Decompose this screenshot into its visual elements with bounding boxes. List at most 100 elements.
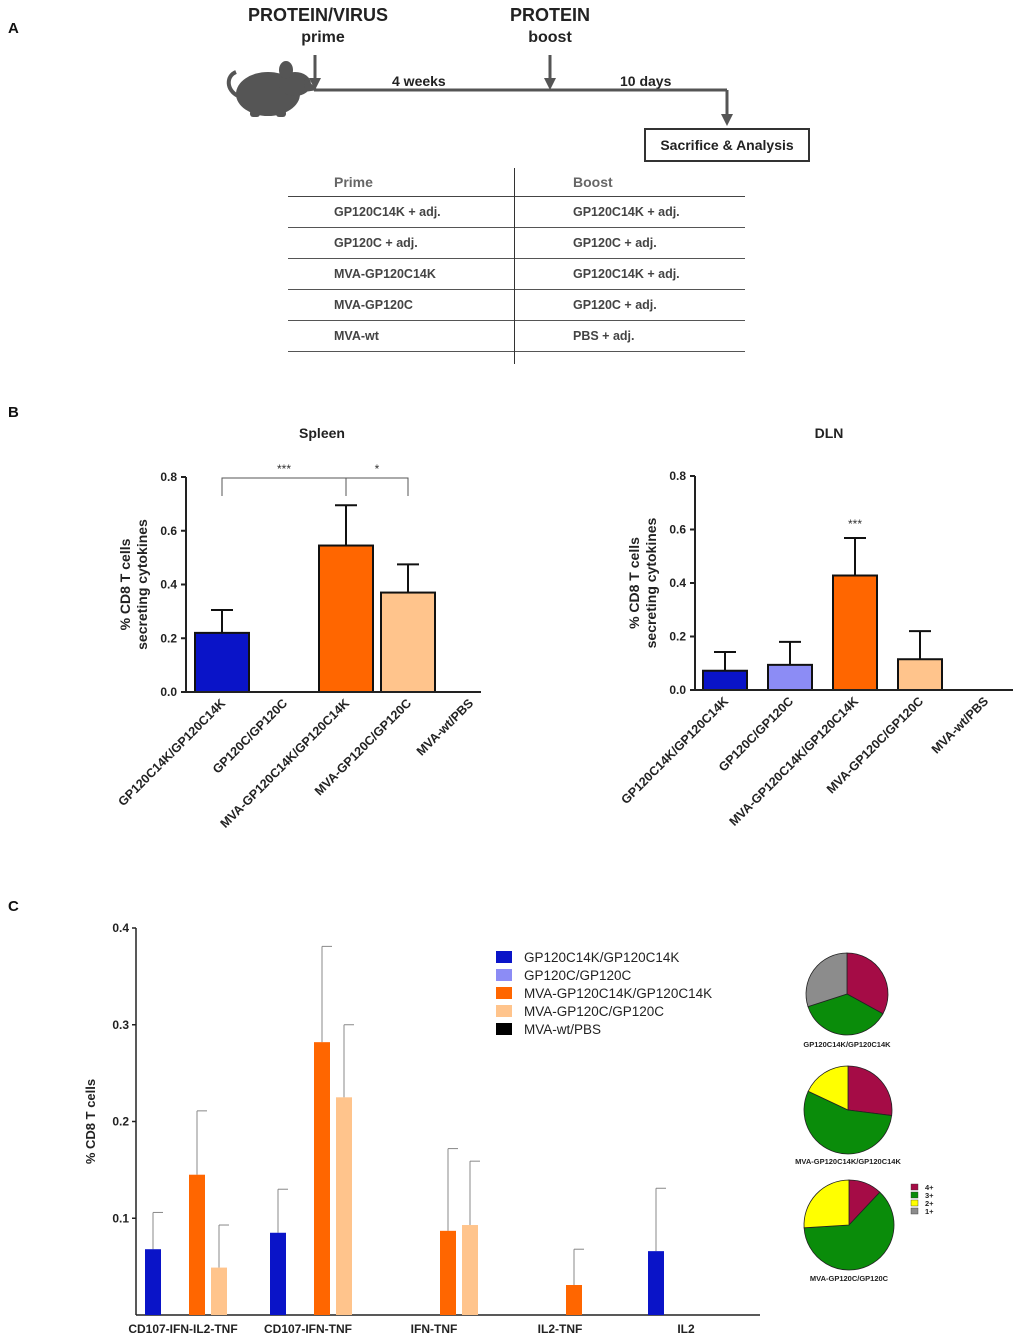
bar bbox=[897, 658, 943, 692]
pie-legend-label: 2+ bbox=[925, 1199, 934, 1208]
pie-legend-swatch bbox=[910, 1191, 919, 1199]
significance-bracket bbox=[345, 477, 409, 496]
interval-four-weeks: 4 weeks bbox=[392, 73, 446, 89]
prime-label: prime bbox=[301, 29, 345, 46]
x-tick-label: GP120C14K/GP120C14K bbox=[619, 694, 732, 807]
table-cell: PBS + adj. bbox=[514, 320, 745, 352]
bar bbox=[336, 1097, 352, 1315]
legend-swatch bbox=[496, 1023, 512, 1035]
table-header-prime: Prime bbox=[334, 174, 373, 190]
legend-swatch bbox=[496, 969, 512, 981]
chart-title: Spleen bbox=[299, 425, 345, 441]
y-tick-label: 0.0 bbox=[160, 685, 177, 699]
y-axis-label: % CD8 T cells bbox=[117, 538, 133, 630]
x-tick-label: MVA-wt/PBS bbox=[414, 696, 476, 758]
pie-slice bbox=[847, 1065, 893, 1116]
table-row: MVA-GP120C14K GP120C14K + adj. bbox=[288, 258, 745, 290]
bar bbox=[566, 1285, 582, 1315]
legend-label: MVA-GP120C/GP120C bbox=[524, 1004, 664, 1019]
legend-label: MVA-GP120C14K/GP120C14K bbox=[524, 986, 712, 1001]
prime-arrow-icon bbox=[309, 78, 321, 90]
pie-slice bbox=[805, 952, 848, 1008]
timeline-diagram bbox=[226, 55, 733, 126]
bar bbox=[270, 1232, 286, 1315]
panel-label-b: B bbox=[8, 404, 19, 421]
y-axis-label: % CD8 T cells bbox=[626, 537, 642, 629]
bar bbox=[211, 1267, 227, 1315]
panel-label-c: C bbox=[8, 898, 19, 915]
bar bbox=[380, 591, 436, 693]
significance-label: *** bbox=[277, 462, 291, 476]
y-tick-label: 0.2 bbox=[160, 631, 177, 645]
x-tick-label: IL2-TNF bbox=[538, 1322, 583, 1336]
bar bbox=[194, 631, 250, 693]
y-tick-label: 0.8 bbox=[160, 470, 177, 484]
y-axis-label: % CD8 T cells bbox=[83, 1079, 98, 1164]
table-cell: GP120C + adj. bbox=[334, 236, 418, 250]
table-cell: GP120C + adj. bbox=[514, 227, 745, 259]
immunization-table: Prime Boost GP120C14K + adj. GP120C14K +… bbox=[288, 168, 745, 364]
y-tick-label: 0.6 bbox=[160, 524, 177, 538]
bar bbox=[462, 1225, 478, 1315]
panel-label-a: A bbox=[8, 20, 19, 37]
y-tick-label: 0.0 bbox=[669, 683, 686, 697]
y-tick-label: 0.6 bbox=[669, 523, 686, 537]
table-cell: GP120C + adj. bbox=[514, 289, 745, 321]
table-cell: MVA-GP120C14K bbox=[334, 267, 436, 281]
table-row: GP120C14K + adj. GP120C14K + adj. bbox=[288, 196, 745, 228]
table-header-row: Prime Boost bbox=[288, 168, 745, 197]
pie-legend-label: 1+ bbox=[925, 1207, 934, 1216]
mouse-icon bbox=[226, 61, 318, 117]
table-cell: GP120C14K + adj. bbox=[514, 258, 745, 290]
pie-slice bbox=[807, 993, 884, 1036]
y-tick-label: 0.8 bbox=[669, 469, 686, 483]
pie-slice bbox=[803, 1191, 895, 1271]
significance-label: * bbox=[375, 462, 380, 476]
analysis-arrow-icon bbox=[721, 114, 733, 126]
pie-legend-label: 4+ bbox=[925, 1183, 934, 1192]
x-tick-label: IL2 bbox=[677, 1322, 695, 1336]
y-tick-label: 0.4 bbox=[160, 578, 177, 592]
dln-chart: DLN 0.0 0.2 0.4 0.6 0.8 % CD8 T cells secreting… bbox=[619, 425, 1013, 829]
bar bbox=[648, 1251, 664, 1315]
y-axis-label: secreting cytokines bbox=[643, 517, 659, 648]
pie-legend-label: 3+ bbox=[925, 1191, 934, 1200]
prime-title: PROTEIN/VIRUS bbox=[247, 5, 389, 25]
boost-arrow-icon bbox=[544, 78, 556, 90]
pie-slice bbox=[803, 1179, 850, 1229]
y-tick-label: 0.4 bbox=[112, 921, 129, 935]
pie-title: MVA-GP120C/GP120C bbox=[810, 1274, 889, 1283]
y-tick-label: 0.3 bbox=[112, 1018, 129, 1032]
table-cell: GP120C14K + adj. bbox=[514, 196, 745, 228]
y-axis-label: secreting cytokines bbox=[134, 519, 150, 650]
legend-swatch bbox=[496, 951, 512, 963]
bar bbox=[318, 544, 374, 693]
pie-slice bbox=[803, 1090, 893, 1155]
bar bbox=[145, 1249, 161, 1315]
y-tick-label: 0.2 bbox=[669, 630, 686, 644]
table-row: GP120C + adj. GP120C + adj. bbox=[288, 227, 745, 259]
table-row: MVA-wt PBS + adj. bbox=[288, 320, 745, 352]
x-tick-label: CD107-IFN-TNF bbox=[264, 1322, 352, 1336]
pie-legend-swatch bbox=[910, 1207, 919, 1215]
y-tick-label: 0.2 bbox=[112, 1115, 129, 1129]
x-tick-label: CD107-IFN-IL2-TNF bbox=[128, 1322, 237, 1336]
legend-swatch bbox=[496, 987, 512, 999]
table-cell: GP120C14K + adj. bbox=[334, 205, 441, 219]
pie-title: GP120C14K/GP120C14K bbox=[803, 1040, 891, 1049]
pie-legend-swatch bbox=[910, 1199, 919, 1207]
bar bbox=[767, 663, 813, 691]
y-tick-label: 0.1 bbox=[112, 1211, 129, 1225]
table-cell: MVA-wt bbox=[334, 329, 379, 343]
x-tick-label: GP120C14K/GP120C14K bbox=[116, 696, 229, 809]
sacrifice-analysis-box: Sacrifice & Analysis bbox=[644, 128, 810, 162]
polyfunctionality-pies: GP120C14K/GP120C14K MVA-GP120C14K/GP120C1… bbox=[795, 952, 934, 1283]
bar bbox=[189, 1174, 205, 1315]
bar bbox=[314, 1042, 330, 1315]
pie-slice bbox=[807, 1065, 849, 1111]
x-tick-label: MVA-GP120C14K/GP120C14K bbox=[218, 696, 353, 831]
x-tick-label: IFN-TNF bbox=[411, 1322, 458, 1336]
bar bbox=[832, 574, 878, 691]
y-tick-label: 0.4 bbox=[669, 576, 686, 590]
table-cell: MVA-GP120C bbox=[334, 298, 413, 312]
